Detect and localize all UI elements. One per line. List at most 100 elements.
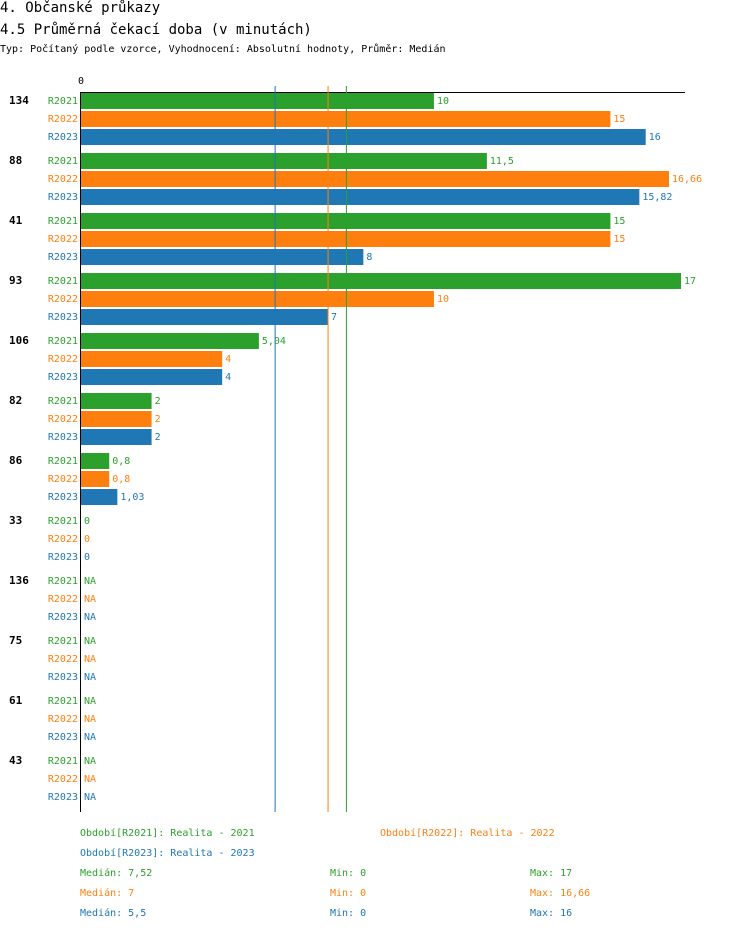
series-label-r2021: R2021 bbox=[48, 516, 78, 527]
data-label: NA bbox=[84, 672, 96, 683]
data-label: 0 bbox=[84, 516, 90, 527]
series-label-r2022: R2022 bbox=[48, 234, 78, 245]
series-label-r2022: R2022 bbox=[48, 594, 78, 605]
series-label-r2023: R2023 bbox=[48, 252, 78, 263]
bar-88-r2023 bbox=[81, 189, 640, 205]
data-label: NA bbox=[84, 756, 96, 767]
data-label: NA bbox=[84, 594, 96, 605]
data-label: NA bbox=[84, 636, 96, 647]
data-label: NA bbox=[84, 732, 96, 743]
stat-min-r2021: Min: 0 bbox=[330, 868, 367, 879]
stat-max-r2022: Max: 16,66 bbox=[530, 888, 591, 899]
legend-period-r2023: Období[R2023]: Realita - 2023 bbox=[80, 848, 255, 859]
data-label: NA bbox=[84, 654, 96, 665]
group-label: 75 bbox=[9, 634, 22, 647]
legend-period-r2021: Období[R2021]: Realita - 2021 bbox=[80, 828, 255, 839]
data-label: 0 bbox=[84, 552, 90, 563]
series-label-r2021: R2021 bbox=[48, 696, 78, 707]
group-label: 43 bbox=[9, 754, 22, 767]
stat-median-r2023: Medián: 5,5 bbox=[80, 908, 147, 919]
bar-134-r2023 bbox=[81, 129, 646, 145]
series-label-r2021: R2021 bbox=[48, 576, 78, 587]
data-label: 16,66 bbox=[672, 174, 702, 185]
data-label: 15 bbox=[613, 234, 625, 245]
bar-86-r2021 bbox=[81, 453, 110, 469]
series-label-r2021: R2021 bbox=[48, 756, 78, 767]
series-label-r2023: R2023 bbox=[48, 732, 78, 743]
series-label-r2022: R2022 bbox=[48, 354, 78, 365]
bar-41-r2022 bbox=[81, 231, 611, 247]
data-label: NA bbox=[84, 714, 96, 725]
bar-41-r2023 bbox=[81, 249, 364, 265]
stat-min-r2023: Min: 0 bbox=[330, 908, 367, 919]
series-label-r2021: R2021 bbox=[48, 276, 78, 287]
data-label: 8 bbox=[366, 252, 372, 263]
bar-82-r2023 bbox=[81, 429, 152, 445]
series-label-r2023: R2023 bbox=[48, 312, 78, 323]
series-label-r2023: R2023 bbox=[48, 552, 78, 563]
page-title: 4. Občanské průkazy bbox=[0, 0, 161, 16]
group-label: 82 bbox=[9, 394, 22, 407]
series-label-r2022: R2022 bbox=[48, 474, 78, 485]
bar-88-r2022 bbox=[81, 171, 669, 187]
series-label-r2023: R2023 bbox=[48, 672, 78, 683]
group-label: 41 bbox=[9, 214, 23, 227]
series-label-r2022: R2022 bbox=[48, 114, 78, 125]
bar-chart: 0 134 R2021 10 R2022 15 R2023 16 88 R2021 11,5 R202… bbox=[9, 76, 702, 812]
data-label: 15 bbox=[613, 216, 625, 227]
stat-median-r2022: Medián: 7 bbox=[80, 888, 135, 899]
series-label-r2021: R2021 bbox=[48, 96, 78, 107]
data-label: 17 bbox=[684, 276, 696, 287]
group-label: 86 bbox=[9, 454, 23, 467]
series-label-r2023: R2023 bbox=[48, 372, 78, 383]
data-label: 2 bbox=[155, 414, 161, 425]
series-label-r2022: R2022 bbox=[48, 174, 78, 185]
bar-106-r2022 bbox=[81, 351, 223, 367]
series-label-r2022: R2022 bbox=[48, 654, 78, 665]
bar-41-r2021 bbox=[81, 213, 611, 229]
stat-max-r2021: Max: 17 bbox=[530, 868, 573, 879]
series-label-r2021: R2021 bbox=[48, 336, 78, 347]
group-label: 88 bbox=[9, 154, 22, 167]
series-label-r2022: R2022 bbox=[48, 774, 78, 785]
bar-106-r2023 bbox=[81, 369, 223, 385]
series-label-r2021: R2021 bbox=[48, 396, 78, 407]
series-label-r2022: R2022 bbox=[48, 414, 78, 425]
group-label: 33 bbox=[9, 514, 22, 527]
series-label-r2023: R2023 bbox=[48, 132, 78, 143]
series-label-r2021: R2021 bbox=[48, 456, 78, 467]
data-label: 4 bbox=[225, 354, 231, 365]
data-label: 5,04 bbox=[262, 336, 286, 347]
group-label: 106 bbox=[9, 334, 29, 347]
data-label: 2 bbox=[155, 396, 161, 407]
data-label: 10 bbox=[437, 96, 449, 107]
series-label-r2021: R2021 bbox=[48, 636, 78, 647]
bar-88-r2021 bbox=[81, 153, 487, 169]
group-label: 136 bbox=[9, 574, 29, 587]
group-label: 134 bbox=[9, 94, 29, 107]
group-label: 93 bbox=[9, 274, 22, 287]
group-label: 61 bbox=[9, 694, 23, 707]
stat-median-r2021: Medián: 7,52 bbox=[80, 868, 153, 879]
chart-description: Typ: Počítaný podle vzorce, Vyhodnocení:… bbox=[0, 44, 446, 55]
data-label: 7 bbox=[331, 312, 337, 323]
bar-82-r2021 bbox=[81, 393, 152, 409]
data-label: 0 bbox=[84, 534, 90, 545]
series-label-r2023: R2023 bbox=[48, 432, 78, 443]
data-label: 15,82 bbox=[642, 192, 672, 203]
series-label-r2023: R2023 bbox=[48, 192, 78, 203]
stat-max-r2023: Max: 16 bbox=[530, 908, 573, 919]
series-label-r2023: R2023 bbox=[48, 792, 78, 803]
series-label-r2023: R2023 bbox=[48, 492, 78, 503]
data-label: NA bbox=[84, 792, 96, 803]
data-label: 15 bbox=[613, 114, 625, 125]
data-label: 4 bbox=[225, 372, 231, 383]
legend-period-r2022: Období[R2022]: Realita - 2022 bbox=[380, 828, 555, 839]
bar-93-r2023 bbox=[81, 309, 329, 325]
data-label: 0,8 bbox=[112, 456, 130, 467]
data-label: 0,8 bbox=[112, 474, 130, 485]
data-label: 16 bbox=[649, 132, 661, 143]
bar-134-r2021 bbox=[81, 93, 434, 109]
data-label: NA bbox=[84, 696, 96, 707]
stat-min-r2022: Min: 0 bbox=[330, 888, 367, 899]
